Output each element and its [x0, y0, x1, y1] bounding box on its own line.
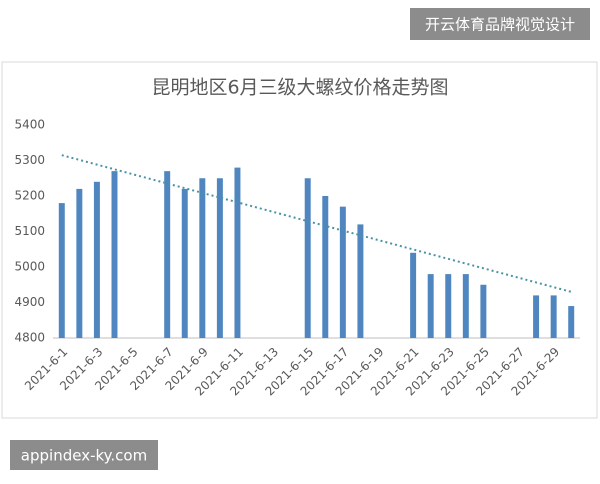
bar [322, 196, 329, 338]
y-tick-label: 5200 [14, 189, 45, 203]
chart-title: 昆明地区6月三级大螺纹价格走势图 [151, 77, 448, 99]
y-tick-label: 5300 [14, 153, 45, 167]
watermark-box [410, 8, 590, 40]
watermark: 开云体育品牌视觉设计 [425, 16, 575, 34]
y-tick-label: 5100 [14, 224, 45, 238]
bar [199, 178, 206, 338]
bar [445, 274, 452, 338]
watermark: appindex-ky.com [21, 447, 147, 465]
y-tick-label: 5000 [14, 260, 45, 274]
bar [164, 171, 171, 338]
bar [93, 181, 100, 338]
bar [410, 252, 417, 338]
bar [76, 188, 83, 338]
bar [216, 178, 223, 338]
chart-frame [1, 61, 598, 419]
bar [181, 188, 188, 338]
y-tick-label: 5400 [14, 118, 45, 132]
bar [304, 178, 311, 338]
bar [462, 274, 469, 338]
bar [111, 171, 118, 338]
bar [568, 306, 575, 338]
bar [480, 284, 487, 338]
bar [58, 203, 65, 338]
y-tick-label: 4900 [14, 295, 45, 309]
y-tick-label: 4800 [14, 331, 45, 345]
watermark-box [10, 440, 158, 470]
bar [533, 295, 540, 338]
bar [339, 206, 346, 338]
bar [234, 167, 241, 338]
bar [427, 274, 434, 338]
bar [550, 295, 557, 338]
bar [357, 224, 364, 338]
